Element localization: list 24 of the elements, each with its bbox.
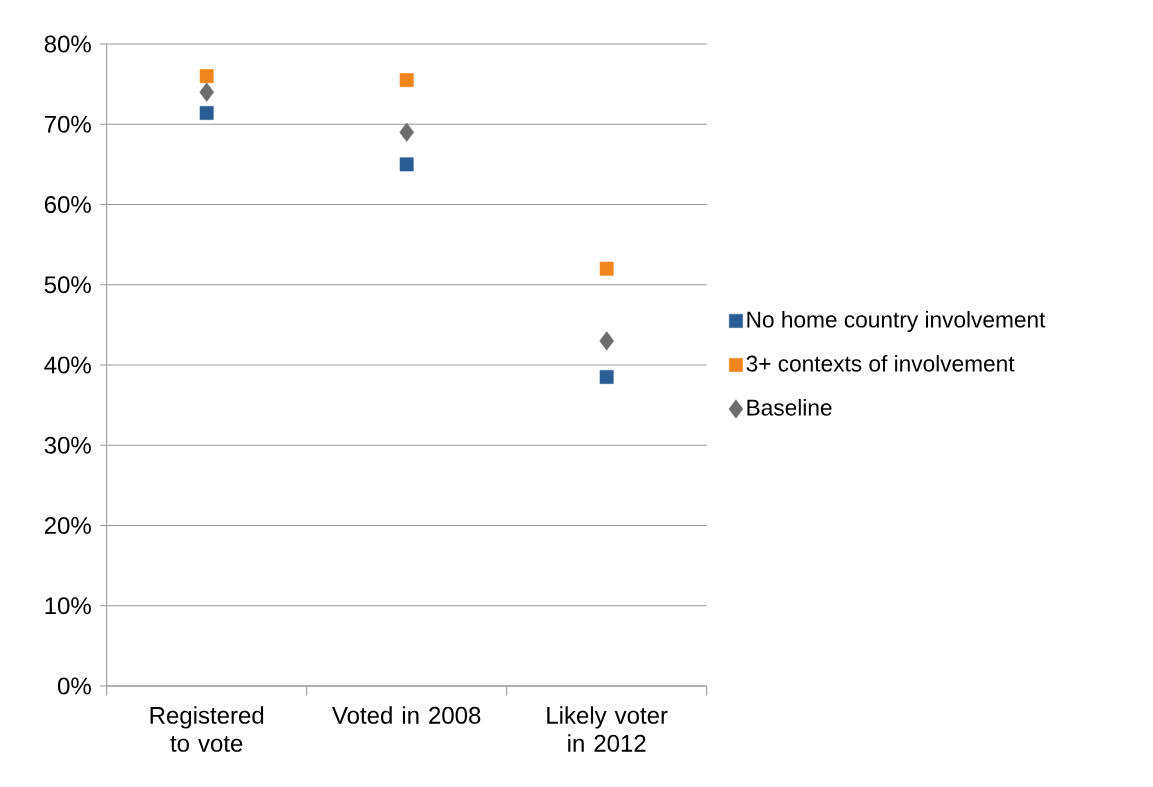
legend-label: No home country involvement (747, 310, 1046, 333)
point (199, 106, 214, 120)
legend-label: Baseline (747, 399, 832, 416)
legend-label: 3+ contexts of involvement (746, 354, 1015, 372)
point (399, 122, 414, 142)
y-tick-label: 60% (44, 195, 91, 213)
y-tick-label: 50% (44, 276, 91, 294)
point (599, 261, 614, 276)
x-tick-label: Registered to vote (150, 706, 264, 752)
point (199, 82, 214, 102)
y-tick-label: 0% (57, 677, 91, 695)
y-tick-label: 80% (44, 35, 91, 53)
y-tick-label: 70% (44, 115, 91, 133)
y-tick-label: 30% (44, 436, 91, 454)
point (399, 157, 414, 172)
point (599, 370, 614, 384)
point (199, 69, 214, 84)
y-tick-label: 10% (45, 597, 91, 615)
y-tick-label: 20% (44, 516, 91, 534)
y-tick-label: 40% (44, 356, 91, 374)
x-tick-label: Likely voter in 2012 (547, 706, 668, 752)
point (399, 73, 414, 88)
point (599, 331, 614, 351)
x-tick-label: Voted in 2008 (332, 706, 481, 724)
